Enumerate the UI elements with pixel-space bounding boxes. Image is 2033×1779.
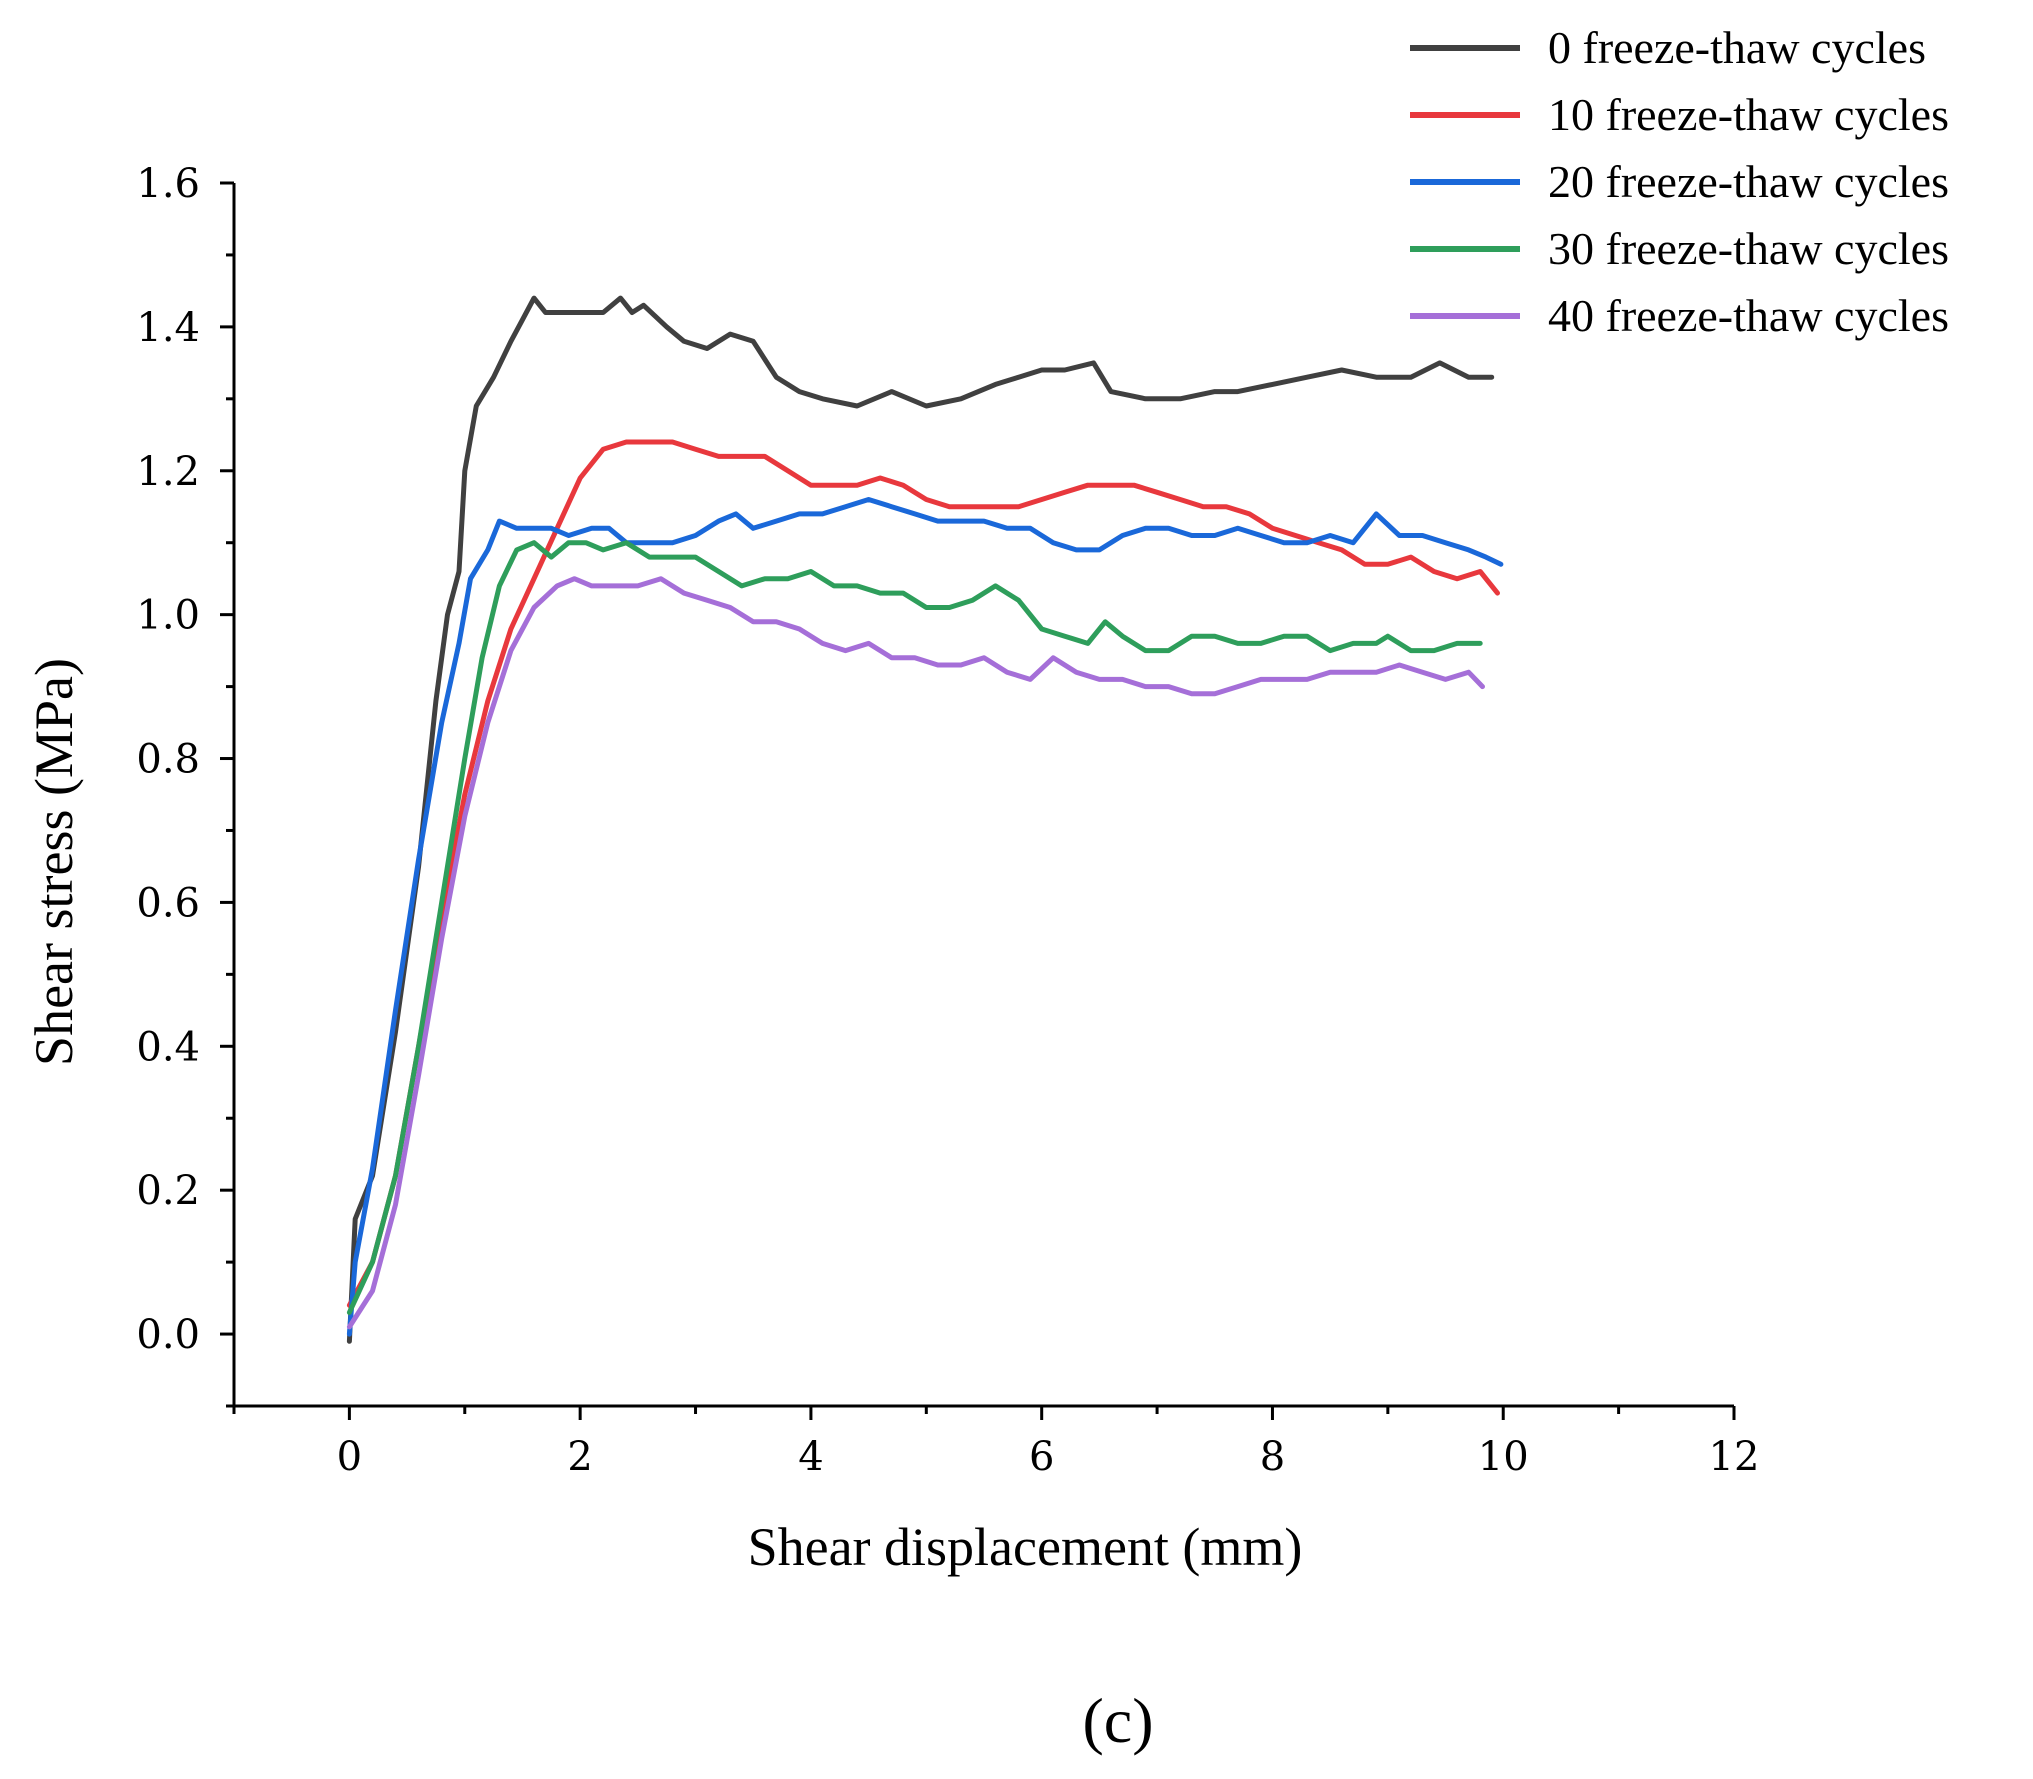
legend-label: 0 freeze-thaw cycles xyxy=(1548,22,1926,73)
y-tick-label: 1.0 xyxy=(136,593,200,639)
series-line-20-cycles xyxy=(346,497,1504,1337)
series-line-30-cycles xyxy=(346,540,1483,1315)
y-tick-label: 0.4 xyxy=(136,1024,200,1070)
x-tick-label: 8 xyxy=(1260,1434,1285,1480)
y-tick-label: 1.6 xyxy=(136,161,200,207)
x-tick-label: 2 xyxy=(567,1434,592,1480)
legend-label: 40 freeze-thaw cycles xyxy=(1548,290,1949,341)
plot-area xyxy=(346,295,1504,1344)
y-axis-title: Shear stress (MPa) xyxy=(24,658,84,1066)
x-tick-label: 10 xyxy=(1478,1434,1529,1480)
y-tick-label: 1.4 xyxy=(136,305,200,351)
series-line-40-cycles xyxy=(346,576,1485,1330)
legend-label: 30 freeze-thaw cycles xyxy=(1548,223,1949,274)
legend-label: 20 freeze-thaw cycles xyxy=(1548,156,1949,207)
x-tick-label: 6 xyxy=(1029,1434,1054,1480)
axes: 0 2 4 6 8 10 12 0.0 0.2 0.4 0.6 0.8 1.0 1.2 1.4 1.6 xyxy=(136,161,1759,1480)
x-tick-label: 4 xyxy=(798,1434,823,1480)
series-line-10-cycles xyxy=(346,439,1500,1308)
y-tick-label: 0.2 xyxy=(136,1168,200,1214)
y-tick-label: 0.0 xyxy=(136,1312,200,1358)
legend-label: 10 freeze-thaw cycles xyxy=(1548,89,1949,140)
x-tick-label: 12 xyxy=(1709,1434,1760,1480)
panel-label: (c) xyxy=(1082,1685,1153,1756)
x-axis-title: Shear displacement (mm) xyxy=(748,1517,1303,1577)
y-tick-label: 1.2 xyxy=(136,449,200,495)
y-tick-label: 0.6 xyxy=(136,880,200,926)
legend: 0 freeze-thaw cycles 10 freeze-thaw cycle… xyxy=(1410,22,1949,341)
y-tick-label: 0.8 xyxy=(136,737,200,783)
series-line-0-cycles xyxy=(346,295,1495,1344)
x-tick-label: 0 xyxy=(337,1434,362,1480)
